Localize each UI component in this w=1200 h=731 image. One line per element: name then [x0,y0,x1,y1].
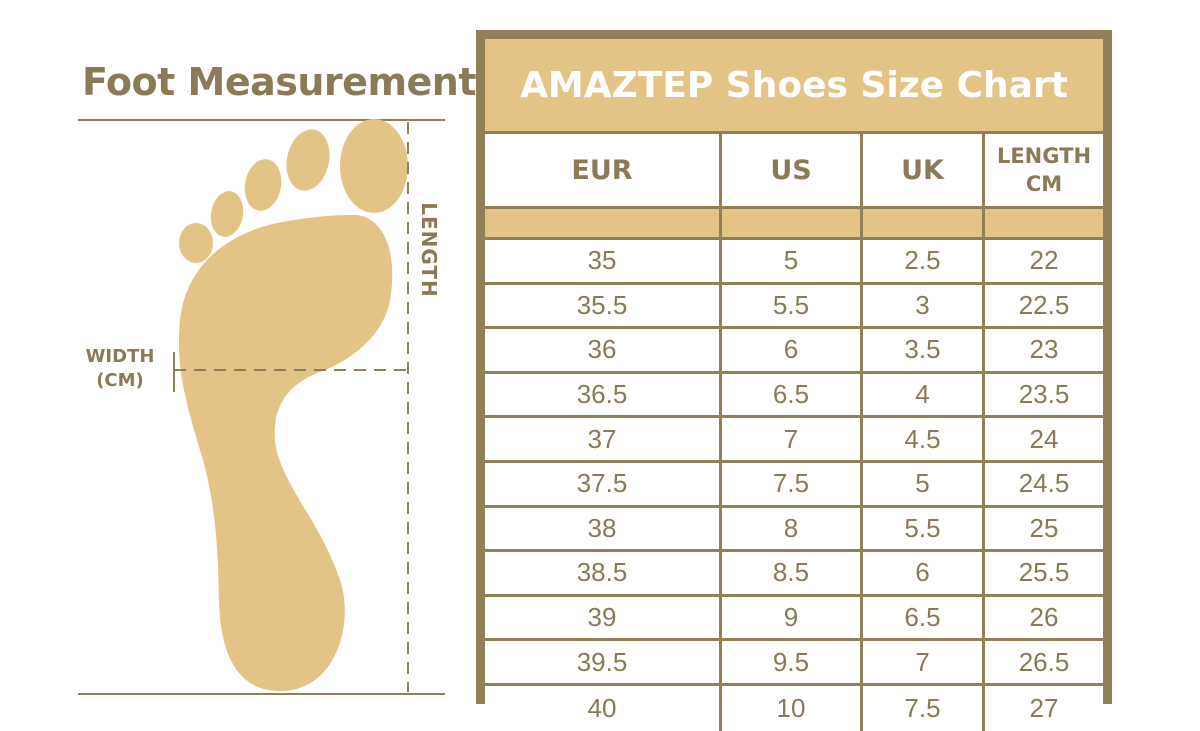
table-cell: 5.5 [722,284,863,330]
table-cell: 3.5 [863,329,985,374]
foot-icon [178,119,408,692]
table-cell: 2.5 [863,240,985,285]
table-row: 35.5 5.5 3 22.5 [485,284,1103,330]
table-cell: 6 [722,329,863,374]
table-cell: 9 [722,596,863,642]
table-cell: 40 [485,685,722,731]
table-cell: 8 [722,507,863,553]
table-cell: 5 [722,240,863,285]
table-cell: 22 [985,240,1103,285]
table-cell: 8.5 [722,552,863,597]
table-cell: 23.5 [985,373,1103,419]
table-cell: 36.5 [485,373,722,419]
little-toe-icon [179,223,213,263]
length-label: LENGTH [417,202,441,298]
table-cell: 35.5 [485,284,722,330]
table-cell: 3 [863,284,985,330]
width-label: WIDTH (CM) [85,346,155,391]
table-cell: 24.5 [985,462,1103,508]
table-row: 40 10 7.5 27 [485,685,1103,731]
table-cell: 37 [485,418,722,463]
size-rows: 35 5 2.5 22 35.5 5.5 3 22.5 36 6 3.5 23 36.5 6.5 4 23.5… [485,240,1103,731]
table-cell: 26.5 [985,641,1103,686]
table-cell: 35 [485,240,722,285]
table-cell: 6 [863,552,985,597]
table-cell: 38.5 [485,552,722,597]
table-cell: 36 [485,329,722,374]
sole-icon [178,214,393,692]
table-cell: 10 [722,685,863,731]
table-cell: 7 [722,418,863,463]
column-header: US [722,134,863,209]
table-row: 39 9 6.5 26 [485,596,1103,642]
table-cell: 22.5 [985,284,1103,330]
big-toe-icon [340,119,408,213]
table-cell: 7.5 [863,685,985,731]
table-cell: 25 [985,507,1103,553]
table-cell: 39 [485,596,722,642]
fourth-toe-icon [210,191,244,237]
table-cell: 6.5 [863,596,985,642]
column-header: LENGTH CM [985,134,1103,209]
foot-diagram [78,119,445,695]
table-cell: 37.5 [485,462,722,508]
column-header: UK [863,134,985,209]
header-row: EUR US UK LENGTH CM [485,134,1103,209]
table-cell: 39.5 [485,641,722,686]
column-header: EUR [485,134,722,209]
table-cell: 26 [985,596,1103,642]
table-row: 35 5 2.5 22 [485,240,1103,285]
table-row: 36.5 6.5 4 23.5 [485,373,1103,419]
table-row: 37.5 7.5 5 24.5 [485,462,1103,508]
table-cell: 7.5 [722,462,863,508]
table-row: 39.5 9.5 7 26.5 [485,641,1103,686]
table-row: 36 6 3.5 23 [485,329,1103,374]
table-cell: 4.5 [863,418,985,463]
table-cell: 5 [863,462,985,508]
size-table: EUR US UK LENGTH CM 35 5 2.5 22 35.5 5.5 3 22.5… [485,134,1103,731]
table-cell: 27 [985,685,1103,731]
second-toe-icon [286,129,330,191]
table-cell: 25.5 [985,552,1103,597]
size-chart-title: AMAZTEP Shoes Size Chart [485,39,1103,131]
table-cell: 24 [985,418,1103,463]
size-chart: AMAZTEP Shoes Size Chart EUR US UK LENGT… [476,30,1112,731]
table-cell: 6.5 [722,373,863,419]
table-cell: 38 [485,507,722,553]
third-toe-icon [244,159,282,211]
table-cell: 4 [863,373,985,419]
table-cell: 5.5 [863,507,985,553]
accent-spacer-row [485,209,1103,240]
table-cell: 9.5 [722,641,863,686]
foot-measurement-panel: Foot Measurement LENGTH WIDTH (CM) [0,0,477,728]
table-cell: 23 [985,329,1103,374]
table-row: 38 8 5.5 25 [485,507,1103,553]
table-row: 37 7 4.5 24 [485,418,1103,463]
foot-measurement-title: Foot Measurement [82,60,477,104]
table-cell: 7 [863,641,985,686]
table-row: 38.5 8.5 6 25.5 [485,552,1103,597]
